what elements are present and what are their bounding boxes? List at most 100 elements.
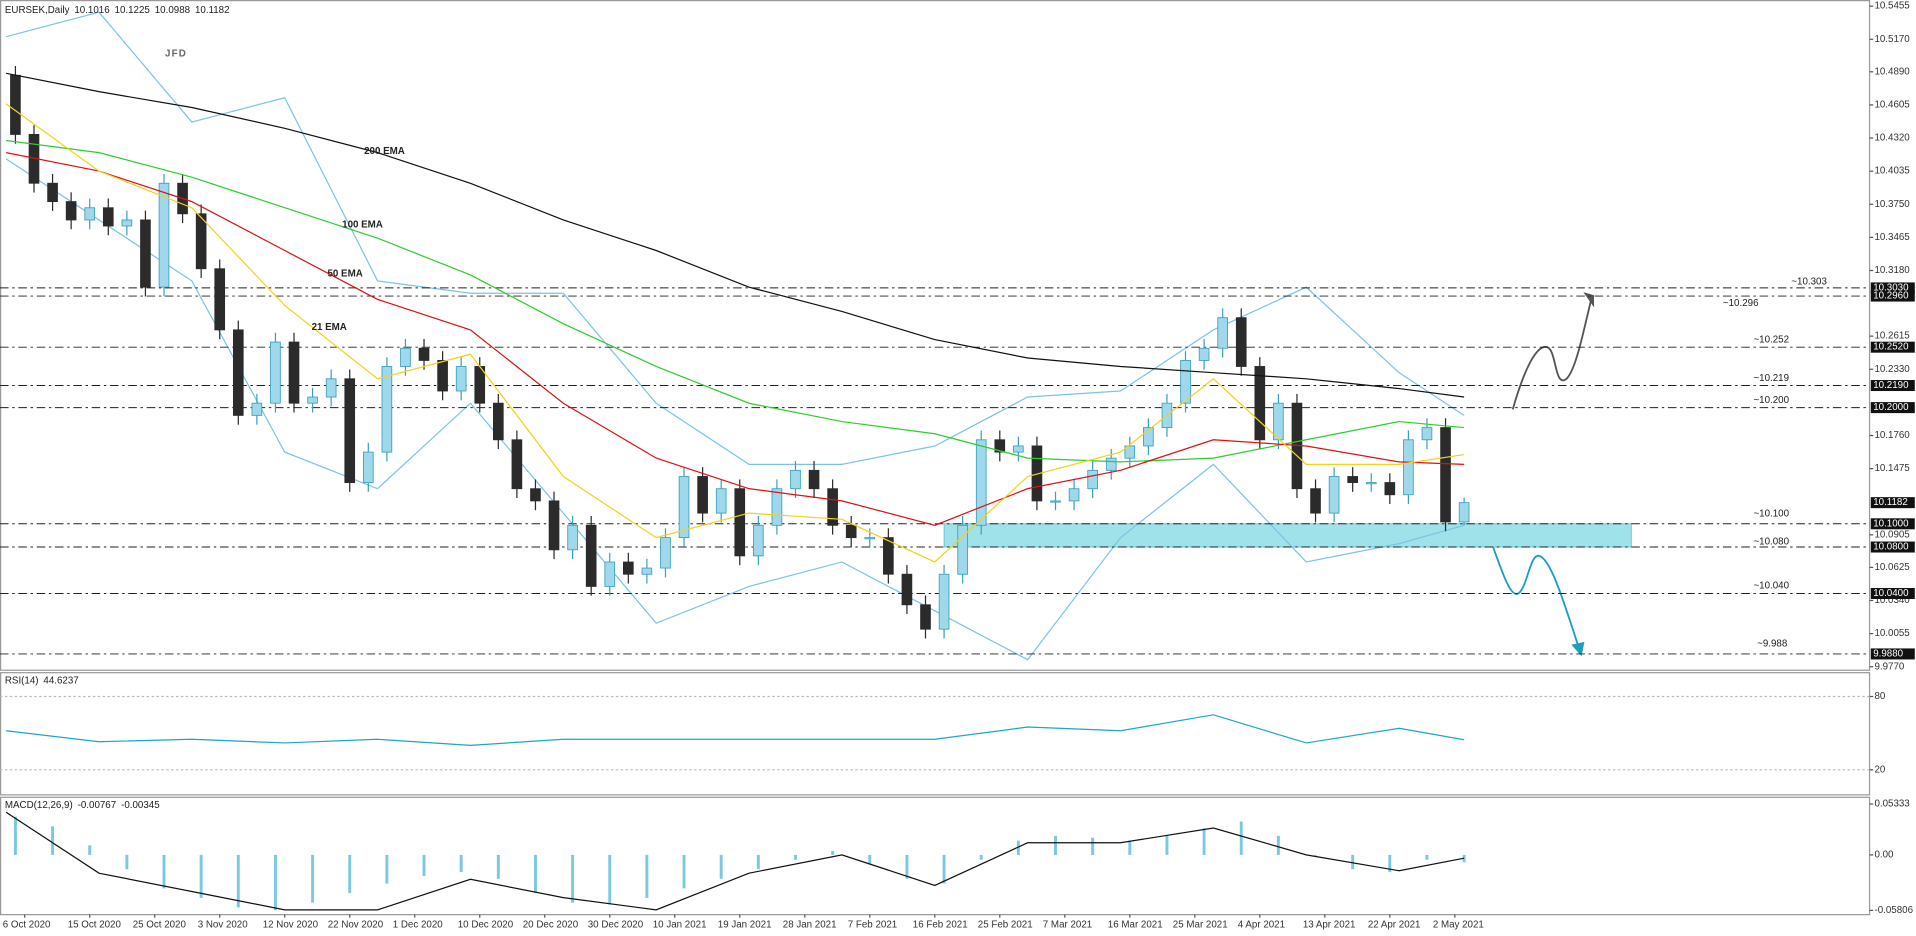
y-tick-label: 10.0625 xyxy=(1874,562,1910,573)
candle-body xyxy=(901,573,913,606)
price-tag-label: 10.0400 xyxy=(1873,588,1909,599)
candle-body xyxy=(1273,402,1284,441)
macd-bar xyxy=(1276,835,1280,855)
main-panel xyxy=(0,0,1871,671)
macd-bar xyxy=(682,854,686,889)
macd-bar xyxy=(1314,854,1317,856)
macd-bar xyxy=(13,816,17,855)
candle-body xyxy=(753,524,764,557)
candle-body xyxy=(994,439,1006,453)
ema-label: 100 EMA xyxy=(342,219,383,230)
candle-body xyxy=(511,439,523,490)
candle-body xyxy=(84,207,96,221)
y-tick-label: 10.4320 xyxy=(1874,133,1910,144)
y-tick-label: 10.3750 xyxy=(1874,199,1910,210)
ema-label: 21 EMA xyxy=(312,322,347,333)
x-tick-label: 10 Dec 2020 xyxy=(458,920,514,931)
macd-bar xyxy=(1239,821,1243,855)
x-tick-label: 19 Jan 2021 xyxy=(718,920,772,931)
macd-bar xyxy=(979,854,983,860)
x-tick-label: 10 Jan 2021 xyxy=(653,920,707,931)
price-tag-label: 9.9880 xyxy=(1873,649,1903,660)
support-zone xyxy=(943,523,1632,548)
y-tick-label: 80 xyxy=(1874,691,1885,702)
y-tick-label: 20 xyxy=(1874,764,1885,775)
macd-bar xyxy=(348,854,352,894)
level-label: ~10.252 xyxy=(1753,334,1789,345)
x-tick-label: 3 Nov 2020 xyxy=(198,920,249,931)
ema-line xyxy=(5,103,1465,563)
candle-body xyxy=(827,488,838,526)
price-tag xyxy=(1870,541,1915,553)
x-tick-label: 6 Oct 2020 xyxy=(3,920,51,931)
panel-header: EURSEK,Daily 10.1016 10.1225 10.0988 10.1182 xyxy=(5,4,230,15)
x-tick-label: 15 Oct 2020 xyxy=(68,920,122,931)
price-tag-label: 10.2190 xyxy=(1873,380,1909,391)
price-tag xyxy=(1870,518,1915,530)
candle-body xyxy=(195,213,207,270)
price-tag-label: 10.2520 xyxy=(1873,342,1909,353)
candle-body xyxy=(102,207,114,227)
macd-bar xyxy=(942,854,946,884)
macd-bar xyxy=(385,854,389,884)
header-value: -0.00345 xyxy=(121,800,160,811)
x-tick-label: 25 Oct 2020 xyxy=(133,920,187,931)
candle-body xyxy=(251,402,263,416)
x-tick-label: 16 Mar 2021 xyxy=(1108,920,1163,931)
candle-body xyxy=(1421,427,1433,441)
level-label: ~10.080 xyxy=(1753,537,1789,548)
price-tag xyxy=(1870,282,1915,294)
candle-body xyxy=(938,573,950,630)
y-tick-label: 10.5455 xyxy=(1874,1,1910,12)
header-value: 10.1182 xyxy=(195,4,230,15)
candle-body xyxy=(697,476,708,514)
ema-label: 50 EMA xyxy=(327,268,362,279)
candle-body xyxy=(1235,317,1247,367)
candle-body xyxy=(325,378,337,398)
candle-body xyxy=(1050,500,1061,503)
macd-bar xyxy=(88,845,92,855)
current-price-label: 10.1182 xyxy=(1873,497,1908,508)
macd-bar xyxy=(794,854,797,860)
candle-body xyxy=(734,488,746,557)
candle-body xyxy=(47,182,58,203)
macd-bar xyxy=(1165,835,1169,855)
candle-body xyxy=(883,537,894,575)
candle-body xyxy=(957,524,968,575)
level-label: ~10.200 xyxy=(1753,395,1789,406)
candle-body xyxy=(1105,457,1117,471)
y-tick-label: 10.1475 xyxy=(1874,463,1910,474)
y-tick-label: 10.3465 xyxy=(1874,232,1910,243)
candle-body xyxy=(362,451,374,483)
y-tick-label: 10.0340 xyxy=(1874,595,1910,606)
candle-body xyxy=(307,396,318,404)
candle-body xyxy=(715,488,727,514)
price-tag xyxy=(1870,648,1915,660)
x-tick-label: 25 Feb 2021 xyxy=(978,920,1033,931)
x-tick-label: 13 Apr 2021 xyxy=(1303,920,1356,931)
candle-body xyxy=(381,366,393,453)
y-tick-label: -0.05806 xyxy=(1874,905,1913,916)
macd-bar xyxy=(905,854,909,879)
y-tick-label: 9.9770 xyxy=(1874,661,1904,672)
price-tag xyxy=(1870,402,1915,414)
candle-body xyxy=(493,402,504,441)
candle-body xyxy=(455,366,467,392)
macd-bar xyxy=(1388,854,1392,873)
candle-body xyxy=(1198,347,1210,361)
price-tag xyxy=(1870,290,1915,302)
macd-bar xyxy=(756,854,760,870)
candle-body xyxy=(548,500,560,551)
candle-body xyxy=(1217,317,1228,349)
x-tick-label: 7 Mar 2021 xyxy=(1043,920,1092,931)
y-tick-label: 10.3180 xyxy=(1874,265,1910,276)
down-arrow xyxy=(1492,547,1580,648)
header-label: EURSEK,Daily xyxy=(5,4,70,15)
x-tick-label: 22 Nov 2020 xyxy=(328,920,384,931)
candle-body xyxy=(1458,502,1470,523)
candle-body xyxy=(790,469,801,490)
macd-bar xyxy=(831,851,835,855)
rsi-panel xyxy=(0,672,1871,796)
